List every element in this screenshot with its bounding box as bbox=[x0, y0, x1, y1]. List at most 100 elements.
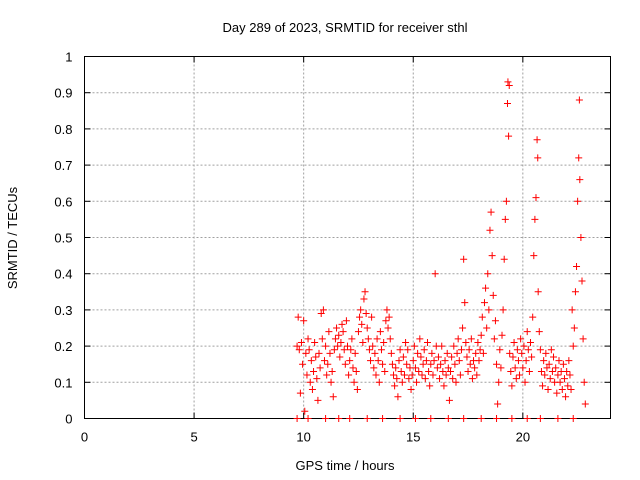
data-point bbox=[372, 371, 380, 379]
data-point bbox=[301, 407, 309, 415]
data-point bbox=[335, 331, 343, 339]
data-point bbox=[539, 382, 547, 390]
data-point bbox=[310, 367, 318, 375]
data-point bbox=[518, 349, 526, 357]
data-point bbox=[578, 277, 586, 285]
data-point bbox=[564, 382, 572, 390]
data-point bbox=[506, 349, 514, 357]
data-point bbox=[575, 96, 583, 104]
data-point bbox=[407, 386, 415, 394]
data-point bbox=[540, 357, 548, 365]
data-point bbox=[554, 371, 562, 379]
data-point bbox=[581, 400, 589, 408]
data-point bbox=[354, 328, 362, 336]
data-point bbox=[523, 415, 531, 422]
data-point bbox=[361, 288, 369, 296]
data-point bbox=[577, 234, 585, 241]
data-point bbox=[508, 415, 516, 422]
data-point bbox=[475, 357, 483, 365]
data-point bbox=[486, 226, 494, 234]
data-point bbox=[398, 378, 406, 386]
data-point bbox=[338, 320, 346, 328]
data-point bbox=[304, 335, 312, 343]
data-point bbox=[484, 270, 492, 278]
data-point bbox=[421, 375, 429, 383]
data-point bbox=[555, 357, 563, 365]
data-point bbox=[501, 215, 509, 223]
x-tick-label: 15 bbox=[406, 430, 420, 445]
data-point bbox=[575, 154, 583, 162]
data-point bbox=[429, 371, 437, 379]
data-point bbox=[363, 324, 371, 332]
data-point bbox=[480, 299, 488, 307]
x-tick-label: 0 bbox=[81, 430, 88, 445]
data-point bbox=[431, 270, 439, 278]
data-point bbox=[536, 346, 544, 354]
data-point bbox=[411, 415, 419, 422]
data-point bbox=[414, 349, 422, 357]
data-point bbox=[477, 331, 485, 339]
data-point bbox=[529, 313, 537, 321]
data-point bbox=[494, 400, 502, 408]
data-point bbox=[391, 382, 399, 390]
data-point bbox=[396, 346, 404, 354]
data-point bbox=[351, 349, 359, 357]
data-point bbox=[457, 346, 465, 354]
data-point bbox=[553, 389, 561, 397]
data-point bbox=[490, 335, 498, 343]
data-point bbox=[411, 364, 419, 372]
data-point bbox=[462, 338, 470, 346]
data-point bbox=[314, 396, 322, 404]
data-point bbox=[425, 367, 433, 375]
data-point bbox=[511, 364, 519, 372]
data-point bbox=[329, 393, 337, 401]
data-point bbox=[473, 371, 481, 379]
data-point bbox=[360, 295, 368, 303]
data-point bbox=[385, 313, 393, 321]
data-point bbox=[444, 415, 452, 422]
data-point bbox=[508, 382, 516, 390]
data-point bbox=[327, 378, 335, 386]
data-point bbox=[415, 367, 423, 375]
data-point bbox=[565, 357, 573, 365]
data-point bbox=[466, 360, 474, 368]
data-point bbox=[477, 415, 485, 422]
data-point bbox=[349, 364, 357, 372]
data-point bbox=[573, 262, 581, 270]
data-point bbox=[362, 310, 370, 318]
data-point bbox=[541, 371, 549, 379]
data-point bbox=[387, 349, 395, 357]
data-point bbox=[478, 313, 486, 321]
data-point bbox=[357, 306, 365, 314]
data-point bbox=[440, 382, 448, 390]
data-point bbox=[559, 360, 567, 368]
data-point bbox=[325, 328, 333, 336]
data-point bbox=[443, 349, 451, 357]
data-point bbox=[316, 364, 324, 372]
data-point bbox=[359, 338, 367, 346]
data-point bbox=[368, 313, 376, 321]
data-point bbox=[347, 346, 355, 354]
data-point bbox=[430, 357, 438, 365]
data-point bbox=[509, 353, 517, 361]
data-point bbox=[569, 342, 577, 350]
data-point bbox=[434, 353, 442, 361]
data-point bbox=[427, 360, 435, 368]
x-tick-label: 5 bbox=[190, 430, 197, 445]
data-point bbox=[463, 353, 471, 361]
y-tick-label: 0.5 bbox=[54, 231, 72, 246]
data-point bbox=[562, 393, 570, 401]
data-point bbox=[455, 357, 463, 365]
data-point bbox=[428, 349, 436, 357]
data-point bbox=[558, 386, 566, 394]
data-point bbox=[447, 367, 455, 375]
data-point bbox=[459, 324, 467, 332]
data-point bbox=[499, 306, 507, 314]
data-point bbox=[320, 357, 328, 365]
data-point bbox=[353, 386, 361, 394]
data-point bbox=[534, 288, 542, 296]
data-point bbox=[304, 415, 312, 422]
data-point bbox=[334, 342, 342, 350]
data-point bbox=[305, 346, 313, 354]
